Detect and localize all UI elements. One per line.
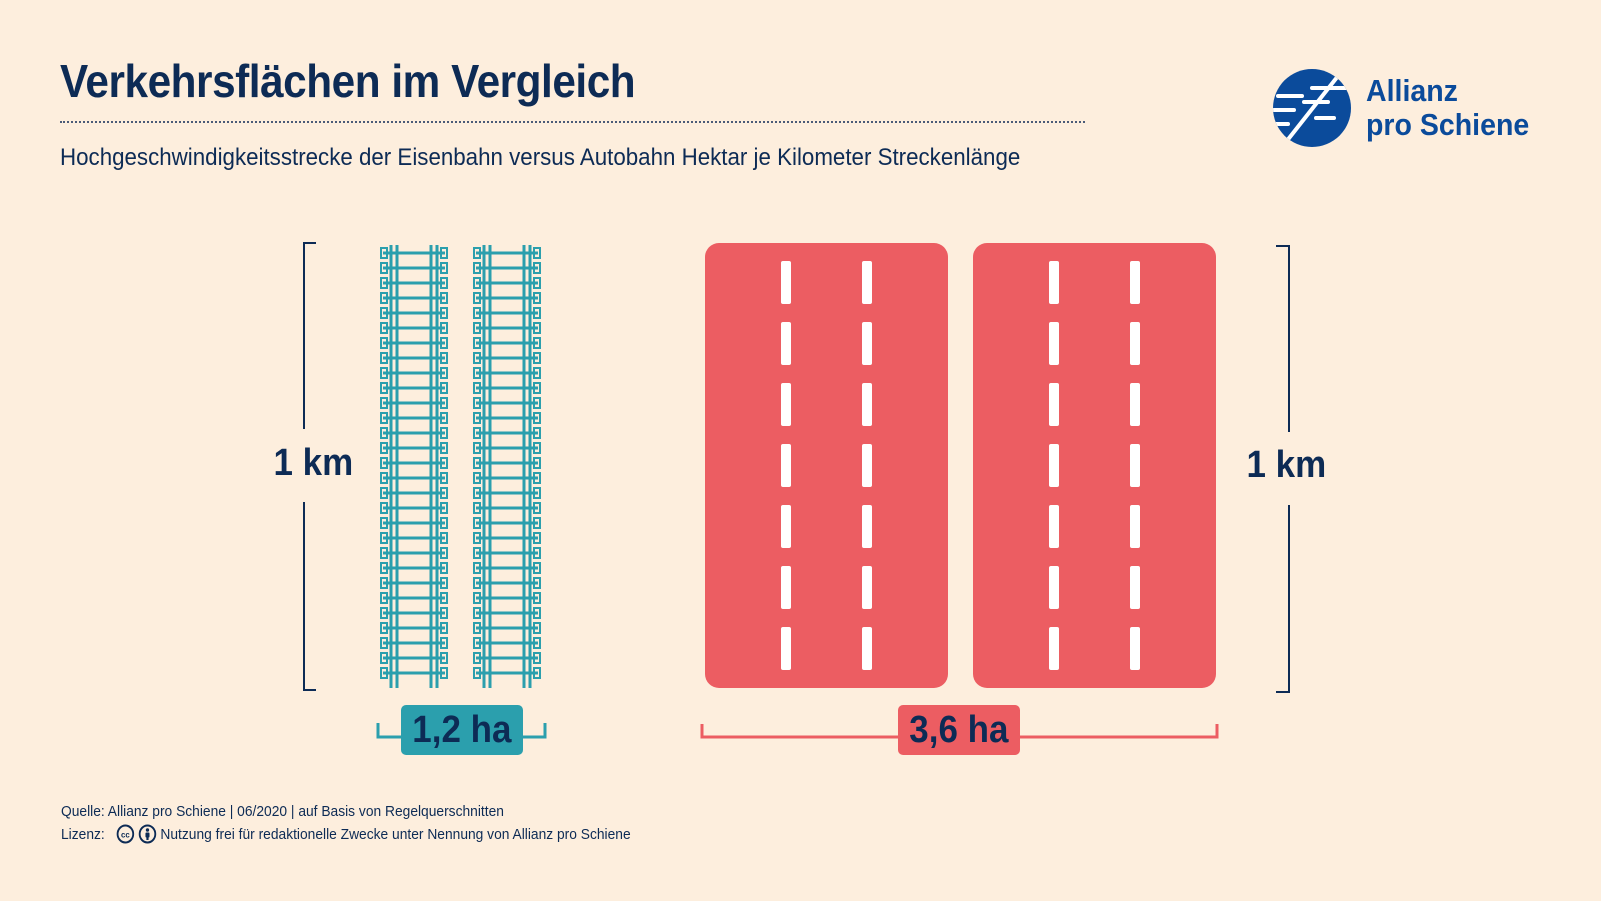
lane-marking [862,261,872,304]
rail-tracks [380,245,541,688]
rail-length-label: 1 km [273,442,354,484]
lane-marking [1130,322,1140,365]
lane-marking [781,627,791,670]
lane-marking [1049,627,1059,670]
lane-marking [1049,261,1059,304]
license-label: Lizenz: [61,826,105,843]
lane-marking [1049,322,1059,365]
svg-text:cc: cc [121,830,130,839]
title-divider [60,121,1085,123]
rail-area-badge: 1,2 ha [401,705,523,755]
road-length-label: 1 km [1246,444,1327,486]
brand-name-line-2: pro Schiene [1366,107,1530,142]
lane-marking [1130,505,1140,548]
lane-marking [1049,444,1059,487]
lane-marking [862,627,872,670]
page-subtitle: Hochgeschwindigkeitsstrecke der Eisenbah… [60,144,1021,171]
road-area-badge: 3,6 ha [898,705,1020,755]
lane-marking [781,444,791,487]
lane-marking [862,383,872,426]
lane-marking [1049,505,1059,548]
lane-marking [862,505,872,548]
lane-marking [1130,444,1140,487]
brand-name: Allianz pro Schiene [1366,74,1529,142]
motorway [705,243,1216,688]
lane-marking [1049,383,1059,426]
lane-marking [1130,566,1140,609]
page-title: Verkehrsflächen im Vergleich [60,55,636,107]
road-length-bracket [1276,245,1290,693]
lane-marking [862,566,872,609]
motorway-carriageway [705,243,948,688]
road-area-value: 3,6 ha [909,709,1009,751]
lane-marking [862,322,872,365]
license-text: Nutzung frei für redaktionelle Zwecke un… [160,826,631,843]
lane-marking [781,505,791,548]
lane-marking [862,444,872,487]
rail-track [380,245,448,688]
lane-marking [1130,261,1140,304]
lane-marking [1130,383,1140,426]
rail-track [473,245,541,688]
allianz-pro-schiene-logo-mark [1273,69,1351,147]
lane-marking [781,383,791,426]
license-note: Lizenz: cc Nutzung frei für redaktionell… [61,824,631,844]
source-note: Quelle: Allianz pro Schiene | 06/2020 | … [61,803,504,820]
rail-area-value: 1,2 ha [412,709,512,751]
brand-logo: Allianz pro Schiene [1272,66,1572,156]
creative-commons-icon: cc [116,824,134,844]
brand-name-line-1: Allianz [1366,73,1458,108]
lane-marking [781,566,791,609]
motorway-carriageway [973,243,1216,688]
lane-marking [781,322,791,365]
rail-length-bracket [303,242,316,691]
attribution-icon [138,824,157,844]
lane-marking [781,261,791,304]
lane-marking [1049,566,1059,609]
lane-marking [1130,627,1140,670]
